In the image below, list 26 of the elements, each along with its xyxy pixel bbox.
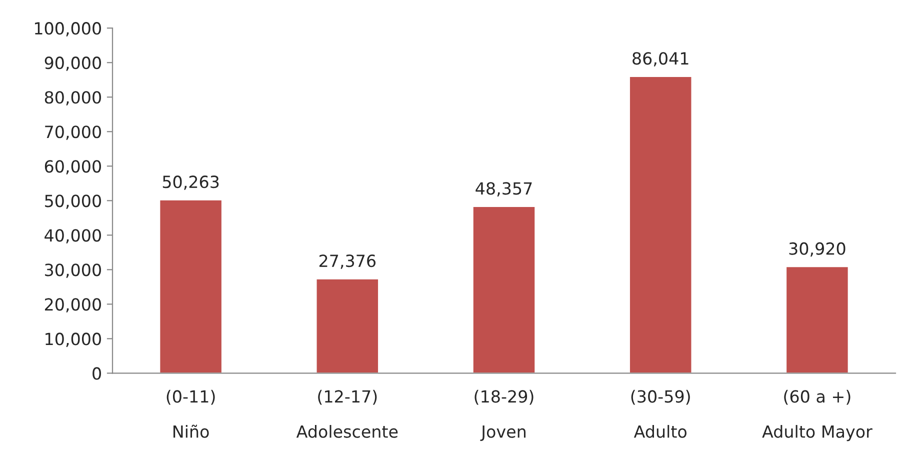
y-tick-label: 40,000 xyxy=(44,229,101,244)
bar xyxy=(785,266,850,374)
y-tick-label: 90,000 xyxy=(44,56,101,71)
bar xyxy=(158,199,223,374)
y-tick-label: 70,000 xyxy=(45,126,101,140)
data-label: 27,376 xyxy=(319,254,376,269)
y-tick-label: 100,000 xyxy=(34,22,101,36)
y-tick-label: 60,000 xyxy=(44,160,101,174)
data-label: 48,357 xyxy=(476,182,532,196)
y-tick-label: 20,000 xyxy=(44,298,101,312)
data-label: 50,263 xyxy=(162,176,219,190)
category-label: (12-17) Adolescente xyxy=(296,390,398,438)
data-label: 86,041 xyxy=(632,52,688,66)
data-label: 30,920 xyxy=(789,242,846,257)
y-tick-label: 50,000 xyxy=(45,194,101,209)
y-tick-label: 80,000 xyxy=(44,91,101,106)
bar xyxy=(628,76,693,374)
bar xyxy=(315,278,380,374)
category-label: (60 a +) Adulto Mayor xyxy=(762,390,872,442)
category-label: (30-59) Adulto xyxy=(631,390,690,438)
bar xyxy=(472,206,536,374)
y-tick-label: 10,000 xyxy=(46,332,101,347)
x-tick-label: (0-11) Niño xyxy=(166,390,215,438)
y-tick-label: 0 xyxy=(92,367,101,380)
y-tick-label: 30,000 xyxy=(45,264,101,278)
category-label: (18-29) Joven xyxy=(474,390,534,441)
